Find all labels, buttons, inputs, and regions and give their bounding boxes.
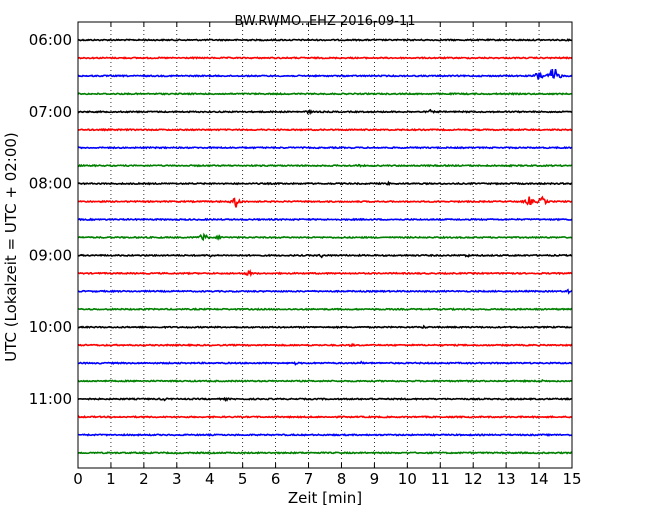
x-tick-label: 3 <box>172 470 182 488</box>
plot-frame <box>77 21 573 469</box>
x-tick-label: 4 <box>205 470 215 488</box>
x-tick-label: 15 <box>562 470 581 488</box>
trace-line <box>77 163 573 168</box>
trace-line <box>77 56 573 60</box>
trace-line <box>77 288 573 295</box>
x-tick-label: 5 <box>238 470 248 488</box>
x-tick-label: 14 <box>530 470 549 488</box>
trace-line <box>77 108 573 116</box>
x-tick-label: 0 <box>73 470 83 488</box>
y-tick-label: 11:00 <box>29 390 72 408</box>
trace-line <box>77 360 573 366</box>
x-tick-label: 1 <box>106 470 116 488</box>
trace-line <box>77 415 573 419</box>
trace-line <box>77 342 573 348</box>
x-tick-label: 6 <box>271 470 281 488</box>
y-tick-label: 07:00 <box>29 103 72 121</box>
traces <box>77 38 573 455</box>
trace-line <box>77 180 573 187</box>
trace-line <box>77 91 573 96</box>
x-tick-label: 9 <box>370 470 380 488</box>
x-tick-labels: 0 1 2 3 4 5 6 7 8 9 10 11 12 13 14 15 <box>73 470 581 488</box>
trace-line <box>77 324 573 330</box>
trace-line <box>77 307 573 312</box>
trace-line <box>77 145 573 150</box>
trace-line <box>77 253 573 259</box>
trace-line <box>77 451 573 455</box>
x-tick-label: 7 <box>304 470 314 488</box>
trace-line <box>77 232 573 242</box>
x-tick-label: 2 <box>139 470 149 488</box>
trace-line <box>77 432 573 437</box>
x-tick-label: 8 <box>337 470 347 488</box>
y-tick-label: 08:00 <box>29 175 72 193</box>
trace-line <box>77 378 573 383</box>
y-tick-label: 09:00 <box>29 246 72 264</box>
trace-line <box>77 217 573 222</box>
x-axis-label: Zeit [min] <box>288 489 362 507</box>
y-tick-label: 10:00 <box>29 318 72 336</box>
trace-line <box>77 195 573 208</box>
trace-line <box>77 68 573 80</box>
x-tick-label: 11 <box>431 470 450 488</box>
x-tick-label: 13 <box>497 470 516 488</box>
trace-line <box>77 268 573 278</box>
trace-line <box>77 38 573 42</box>
y-tick-label: 06:00 <box>29 31 72 49</box>
x-tick-label: 12 <box>464 470 483 488</box>
y-axis-label: UTC (Lokalzeit = UTC + 02:00) <box>2 132 20 362</box>
grid-lines <box>110 22 540 468</box>
y-tick-labels: 06:00 07:00 08:00 09:00 10:00 11:00 <box>29 31 72 408</box>
axis-ticks <box>77 22 573 468</box>
trace-line <box>77 127 573 132</box>
trace-line <box>77 396 573 403</box>
x-tick-label: 10 <box>398 470 417 488</box>
